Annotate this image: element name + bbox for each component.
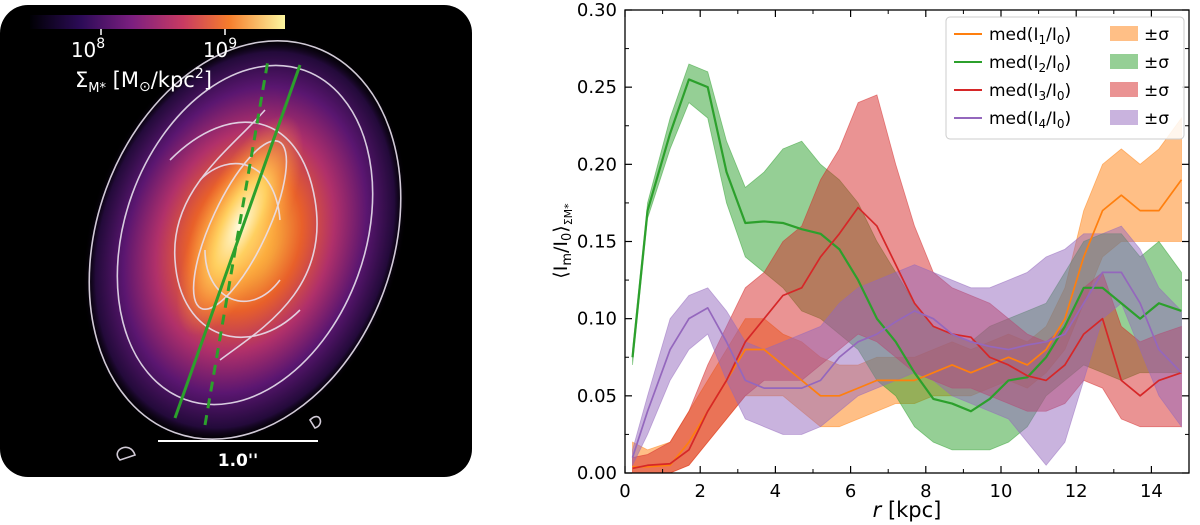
median-line-2	[631, 78, 1182, 413]
y-tick-label: 0.05	[577, 386, 617, 407]
galaxy-image-panel: 108 109 ΣM* [M⊙/kpc2] 1.0''	[0, 5, 472, 477]
x-tick-label: 6	[845, 481, 856, 502]
legend-band-label: ±σ	[1144, 109, 1169, 129]
y-axis-label: ⟨Im/I0⟩ΣM*	[550, 203, 575, 279]
bar-axis-dashed-line	[203, 59, 270, 426]
legend-median-label: med(I2/I0)	[989, 53, 1071, 75]
median-line-4	[631, 271, 1183, 458]
colorbar-tick-label-1: 108	[71, 36, 105, 62]
legend-median-label: med(I4/I0)	[989, 109, 1071, 131]
legend-band-swatch	[1110, 82, 1138, 97]
legend-band-swatch	[1110, 54, 1138, 69]
legend-band-label: ±σ	[1144, 81, 1169, 101]
y-tick-label: 0.15	[577, 232, 617, 253]
legend-median-label: med(I1/I0)	[989, 25, 1071, 47]
scale-bar-label: 1.0''	[218, 451, 259, 471]
sigma-bands	[632, 63, 1182, 474]
colorbar-label: ΣM* [M⊙/kpc2]	[75, 66, 212, 96]
x-axis-label: r [kpc]	[873, 498, 942, 522]
x-tick-label: 8	[920, 481, 931, 502]
x-tick-label: 14	[1140, 481, 1163, 502]
moment-ratio-chart: 0 2 4 6 8 10 12 14 0.00 0.05 0.10 0.15 0.20 0.25 0.30…	[550, 0, 1190, 522]
legend-band-swatch	[1110, 110, 1138, 125]
galaxy-bar	[176, 114, 304, 336]
y-tick-label: 0.00	[577, 463, 617, 484]
sigma-band-4	[632, 225, 1182, 466]
legend-band-label: ±σ	[1144, 25, 1169, 45]
bar-axis-solid-line	[173, 64, 302, 419]
x-tick-label: 0	[619, 481, 630, 502]
median-lines	[631, 78, 1183, 470]
y-tick-label: 0.20	[577, 154, 617, 175]
legend: med(I1/I0) ±σ med(I2/I0) ±σ med(I3/I0) ±σ med(…	[945, 16, 1185, 140]
y-tick-label: 0.10	[577, 309, 617, 330]
x-tick-label: 4	[770, 481, 781, 502]
contours	[88, 40, 402, 461]
legend-median-label: med(I3/I0)	[989, 81, 1071, 103]
x-tick-label: 2	[694, 481, 705, 502]
colorbar-tick-label-2: 109	[203, 36, 237, 62]
legend-frame	[945, 16, 1185, 140]
x-axis: 0 2 4 6 8 10 12 14	[619, 10, 1163, 502]
legend-band-swatch	[1110, 26, 1138, 41]
x-tick-label: 10	[990, 481, 1013, 502]
legend-band-label: ±σ	[1144, 53, 1169, 73]
y-tick-label: 0.30	[577, 0, 617, 21]
y-tick-label: 0.25	[577, 77, 617, 98]
x-tick-label: 12	[1065, 481, 1088, 502]
colorbar	[30, 15, 285, 29]
median-line-3	[632, 206, 1182, 470]
y-axis: 0.00 0.05 0.10 0.15 0.20 0.25 0.30	[577, 0, 1189, 484]
